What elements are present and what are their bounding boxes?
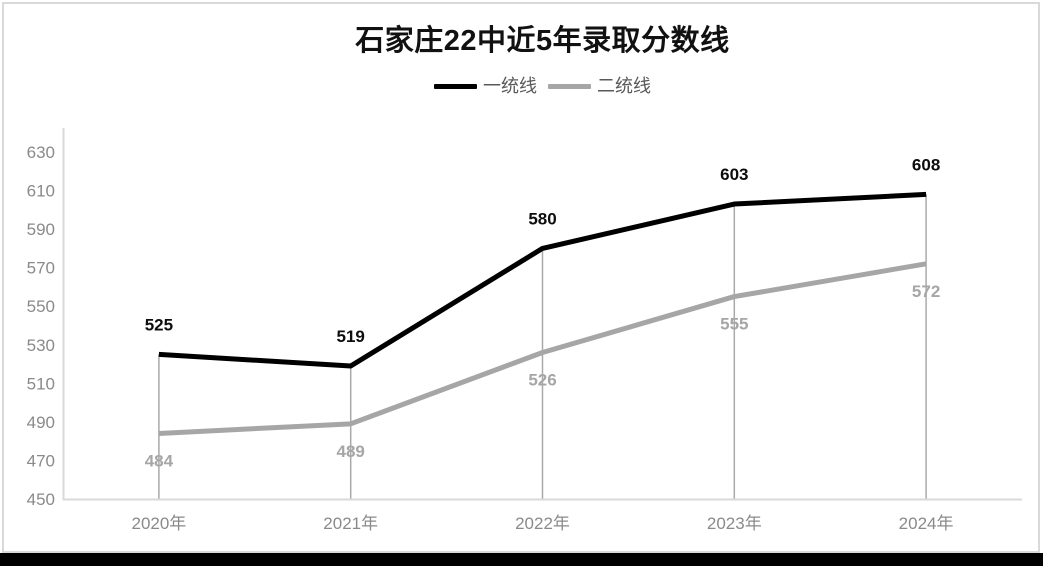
legend-label-series1: 一统线 <box>483 76 537 96</box>
chart-legend: 一统线 二统线 <box>63 74 1022 98</box>
chart-title: 石家庄22中近5年录取分数线 <box>355 25 730 57</box>
bottom-letterbox-bar <box>0 553 1043 566</box>
legend-label-series2: 二统线 <box>597 76 651 96</box>
legend-swatch-series1-icon <box>434 83 477 89</box>
legend-swatch-series2-icon <box>548 83 591 89</box>
